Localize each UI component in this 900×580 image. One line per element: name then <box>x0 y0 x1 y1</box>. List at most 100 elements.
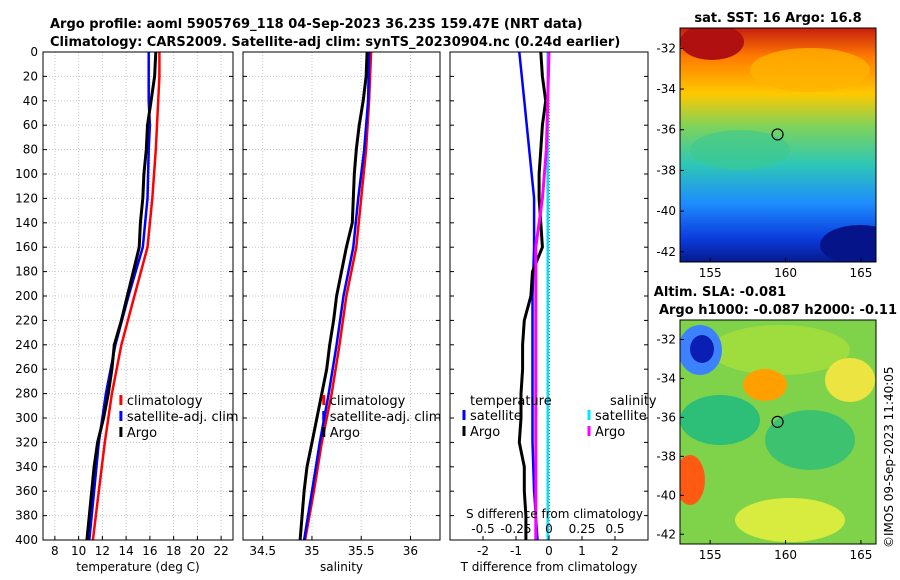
temperature-xtick-label: 14 <box>118 544 133 558</box>
legend-title-temperature: temperature <box>470 394 552 409</box>
map-ytick-label: -38 <box>656 449 676 463</box>
salinity-line-climatology <box>303 51 373 541</box>
salinity-xtick-label: 36 <box>403 544 418 558</box>
legend-label: climatology <box>127 394 203 409</box>
salinity-line-argo <box>298 51 369 541</box>
temperature-xtick-label: 12 <box>95 544 110 558</box>
map-ytick-label: -36 <box>656 123 676 137</box>
sla-yellow-2 <box>735 498 845 542</box>
salinity-diff-tick-label: 0.5 <box>605 522 624 536</box>
depth-tick-label: 240 <box>15 338 38 352</box>
temperature-xtick-label: 18 <box>166 544 181 558</box>
salinity-diff-xlabel: S difference from climatology <box>466 507 643 521</box>
sst-map-title: sat. SST: 16 Argo: 16.8 <box>694 11 861 26</box>
temperature-xtick-label: 16 <box>142 544 157 558</box>
map-xtick-label: 160 <box>774 548 797 562</box>
difference-xtick-label: 1 <box>578 544 586 558</box>
salinity-diff-tick-label: 0.25 <box>569 522 596 536</box>
legend-label: satellite-adj. clim <box>330 410 442 425</box>
depth-tick-label: 40 <box>23 94 38 108</box>
sst-argo-marker <box>771 128 784 141</box>
depth-tick-label: 60 <box>23 118 38 132</box>
depth-tick-label: 280 <box>15 387 38 401</box>
legend-label: climatology <box>330 394 406 409</box>
depth-tick-label: 180 <box>15 265 38 279</box>
sla-red-eddy <box>680 455 705 505</box>
depth-tick-label: 320 <box>15 435 38 449</box>
sst-warm-band <box>750 48 870 92</box>
sla-argo-marker <box>771 415 784 428</box>
legend-label: Argo <box>330 426 360 441</box>
depth-tick-label: 0 <box>30 45 38 59</box>
depth-tick-label: 20 <box>23 69 38 83</box>
difference-xtick-label: -2 <box>477 544 489 558</box>
difference-xlabel: T difference from climatology <box>460 560 638 574</box>
depth-tick-label: 340 <box>15 460 38 474</box>
map-xtick-label: 165 <box>849 266 872 280</box>
salinity-line-satellite-adj-clim <box>302 51 371 541</box>
map-xtick-label: 165 <box>849 548 872 562</box>
difference-xtick-label: -1 <box>510 544 522 558</box>
depth-tick-label: 80 <box>23 143 38 157</box>
depth-tick-label: 300 <box>15 411 38 425</box>
salinity-xtick-label: 35.5 <box>348 544 375 558</box>
difference-line-temperature-argo <box>517 51 548 540</box>
depth-tick-label: 140 <box>15 216 38 230</box>
sla-blob-a <box>710 325 850 375</box>
map-ytick-label: -32 <box>656 332 676 346</box>
map-ytick-label: -34 <box>656 371 676 385</box>
legend-label: Argo <box>595 425 625 440</box>
salinity-xlabel: salinity <box>320 560 363 574</box>
sla-high-eddy <box>743 369 787 401</box>
map-xtick-label: 160 <box>774 266 797 280</box>
temperature-xtick-label: 10 <box>71 544 86 558</box>
temperature-xlabel: temperature (deg C) <box>76 560 199 574</box>
sst-map: sat. SST: 16 Argo: 16.8 155 160 165 -32 -34 -… <box>656 11 877 280</box>
difference-line-salinity-argo <box>534 51 551 540</box>
depth-tick-label: 380 <box>15 509 38 523</box>
depth-tick-label: 400 <box>15 533 38 547</box>
title-line-2: Climatology: CARS2009. Satellite-adj cli… <box>50 35 620 50</box>
depth-tick-label: 120 <box>15 191 38 205</box>
legend-label: satellite-adj. clim <box>127 410 239 425</box>
sla-green-2 <box>765 410 855 470</box>
sla-green-1 <box>680 395 760 445</box>
legend-label: satellite <box>595 409 647 424</box>
map-ytick-label: -42 <box>656 527 676 541</box>
map-ytick-label: -40 <box>656 204 676 218</box>
sst-warm-core <box>680 28 744 60</box>
temperature-xtick-label: 8 <box>51 544 59 558</box>
legend-label: Argo <box>127 426 157 441</box>
salinity-plot-area <box>243 52 440 540</box>
difference-xtick-label: 2 <box>611 544 619 558</box>
legend-label: Argo <box>470 425 500 440</box>
map-ytick-label: -40 <box>656 488 676 502</box>
sla-map-title-1: Altim. SLA: -0.081 <box>654 285 786 300</box>
legend-title-salinity: salinity <box>610 394 657 409</box>
sst-mid-band <box>690 130 790 170</box>
salinity-diff-tick-label: -0.5 <box>471 522 494 536</box>
temperature-panel: 0 20 40 60 80 100 120 140 160 180 200 220 240 260 280 3… <box>15 45 238 574</box>
depth-tick-label: 100 <box>15 167 38 181</box>
title-line-1: Argo profile: aoml 5905769_118 04-Sep-20… <box>50 17 583 32</box>
map-xtick-label: 155 <box>699 266 722 280</box>
depth-tick-label: 260 <box>15 362 38 376</box>
salinity-xtick-label: 34.5 <box>249 544 276 558</box>
sla-yellow-1 <box>825 358 875 402</box>
depth-tick-label: 200 <box>15 289 38 303</box>
temperature-line-climatology <box>91 52 161 541</box>
map-ytick-label: -32 <box>656 41 676 55</box>
salinity-diff-tick-label: 0 <box>545 522 553 536</box>
sst-cold-core <box>820 225 876 262</box>
depth-tick-label: 160 <box>15 240 38 254</box>
sla-low-core <box>690 335 714 363</box>
temperature-plot-area <box>43 52 233 540</box>
map-ytick-label: -36 <box>656 410 676 424</box>
map-xtick-label: 155 <box>699 548 722 562</box>
difference-line-temperature-satellite <box>518 51 539 541</box>
salinity-panel: 34.5 35 35.5 36 salinity climatologysatellite… <box>242 51 442 574</box>
map-ytick-label: -38 <box>656 163 676 177</box>
imos-credit: ©IMOS 09-Sep-2023 11:40:05 <box>882 366 896 548</box>
depth-tick-label: 360 <box>15 484 38 498</box>
sla-map: Altim. SLA: -0.081 Argo h1000: -0.087 h2… <box>654 285 897 562</box>
